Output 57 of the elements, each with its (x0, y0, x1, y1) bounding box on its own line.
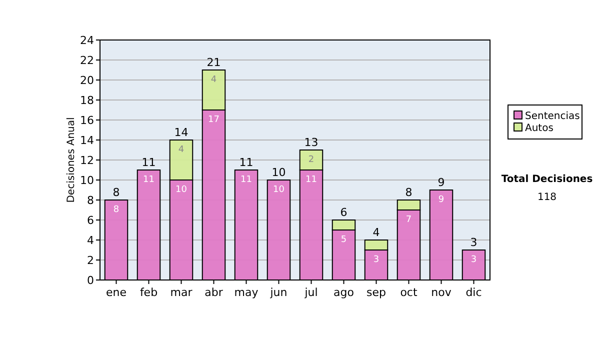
data-label: 2 (308, 155, 314, 165)
data-label: 4 (178, 145, 184, 155)
y-tick-label: 12 (80, 154, 94, 167)
text: 118 (537, 192, 557, 203)
x-tick-label: abr (204, 286, 224, 299)
y-tick-label: 2 (87, 254, 94, 267)
x-tick-label: oct (400, 286, 418, 299)
data-label: 10 (273, 185, 285, 195)
y-tick-label: 20 (80, 74, 94, 87)
data-label: 9 (438, 195, 444, 205)
y-tick-label: 16 (80, 114, 94, 127)
total-label: 11 (142, 156, 156, 169)
x-tick-label: mar (170, 286, 193, 299)
data-label: 11 (240, 175, 252, 185)
x-tick-label: may (234, 286, 259, 299)
x-tick-label: jun (269, 286, 288, 299)
y-tick-label: 6 (87, 214, 94, 227)
total-label: 9 (438, 176, 445, 189)
total-label: 8 (405, 186, 412, 199)
data-label: 10 (176, 185, 188, 195)
data-label: 7 (406, 215, 412, 225)
total-label: 14 (174, 126, 188, 139)
total-label: 11 (239, 156, 254, 169)
data-label: 4 (210, 75, 217, 85)
y-tick-label: 10 (80, 174, 94, 187)
data-label: 11 (306, 175, 317, 185)
total-label: 8 (112, 186, 120, 199)
y-tick-label: 18 (80, 94, 94, 107)
data-label: 8 (113, 205, 120, 215)
y-tick-label: 22 (80, 54, 94, 67)
y-tick-label: 24 (80, 34, 94, 47)
legend-label: Autos (525, 123, 554, 134)
y-tick-label: 8 (87, 194, 94, 207)
data-label: 11 (143, 175, 154, 185)
legend-label: Sentencias (525, 111, 580, 122)
total-label: 6 (340, 206, 348, 219)
x-tick-label: ago (334, 286, 354, 299)
total-label: 21 (206, 56, 221, 69)
data-label: 17 (208, 115, 220, 125)
total-label: 3 (470, 236, 478, 249)
x-tick-label: dic (466, 286, 482, 299)
total-label: 10 (272, 166, 286, 179)
x-tick-label: feb (140, 286, 158, 299)
x-tick-label: nov (431, 286, 452, 299)
text: Total Decisiones (501, 174, 593, 185)
y-tick-label: 4 (87, 234, 94, 247)
y-tick-label: 14 (80, 134, 94, 147)
y-tick-label: 0 (87, 274, 94, 287)
data-label: 5 (340, 235, 347, 245)
x-tick-label: ene (106, 286, 127, 299)
x-tick-label: jul (304, 286, 318, 299)
data-label: 3 (470, 255, 477, 265)
total-label: 4 (372, 226, 380, 239)
data-label: 3 (373, 255, 380, 265)
total-label: 13 (304, 136, 318, 149)
y-axis-title: Decisiones Anual (66, 117, 77, 203)
x-tick-label: sep (366, 286, 386, 299)
